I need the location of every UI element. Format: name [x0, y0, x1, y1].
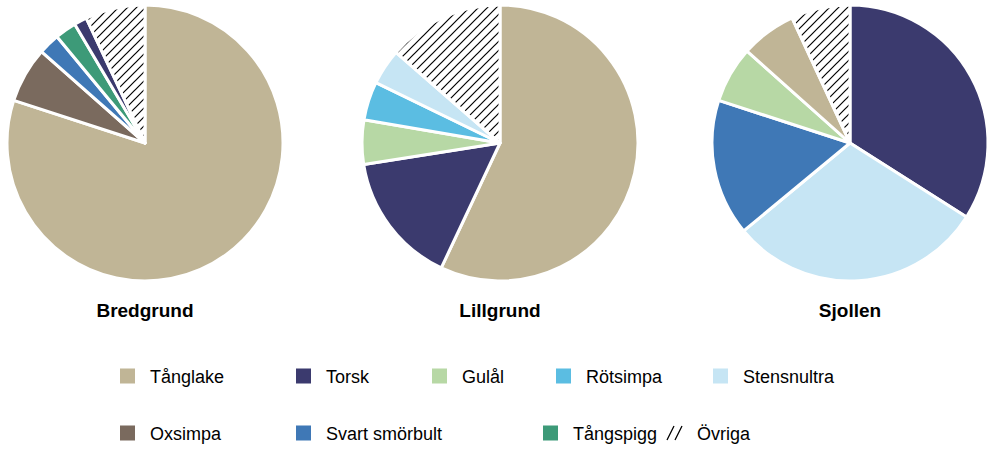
legend-label: Rötsimpa — [586, 367, 663, 387]
pie — [7, 5, 283, 281]
legend-label: Torsk — [326, 367, 370, 387]
legend-label: Svart smörbult — [326, 424, 442, 444]
pie — [362, 5, 638, 281]
legend-label: Övriga — [697, 424, 751, 444]
legend-label: Stensnultra — [743, 367, 835, 387]
legend-swatch — [556, 369, 571, 384]
legend-label: Tångspigg — [573, 424, 657, 444]
legend-label: Gulål — [462, 367, 504, 387]
chart-title: Bredgrund — [96, 300, 193, 321]
legend-label: Oxsimpa — [150, 424, 222, 444]
legend-swatch — [432, 369, 447, 384]
chart-root: Bredgrund Lillgrund Sjollen Tånglake Torsk Gu… — [0, 0, 994, 449]
chart-title: Lillgrund — [459, 300, 540, 321]
legend: Tånglake Torsk Gulål Rötsimpa Stensnultra Oxs… — [120, 367, 835, 444]
legend-swatch — [296, 426, 311, 441]
chart-title: Sjollen — [819, 300, 881, 321]
legend-swatch — [713, 369, 728, 384]
legend-swatch — [120, 369, 135, 384]
legend-swatch — [667, 426, 682, 440]
pie-slice — [396, 5, 500, 143]
legend-swatch — [296, 369, 311, 384]
pie — [712, 5, 988, 281]
legend-swatch — [120, 426, 135, 441]
pie-slice — [86, 5, 145, 143]
pie-slice — [792, 5, 850, 143]
legend-label: Tånglake — [150, 367, 224, 387]
pie-slice — [7, 5, 283, 281]
legend-swatch — [543, 426, 558, 441]
